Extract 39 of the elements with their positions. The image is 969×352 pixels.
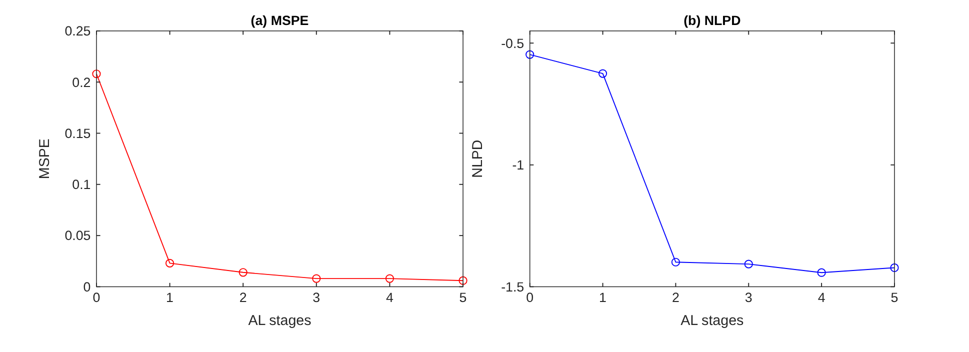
- point: [817, 268, 826, 277]
- x-tick-label: 5: [459, 290, 467, 305]
- point: [238, 268, 248, 277]
- y-tick-label: 0.2: [72, 74, 91, 90]
- chart-title: (b) NLPD: [684, 13, 742, 28]
- x-tick-label: 1: [599, 290, 606, 305]
- y-axis-title: NLPD: [470, 140, 486, 178]
- x-tick-label: 0: [526, 290, 534, 305]
- point: [165, 258, 174, 268]
- x-tick-label: 3: [312, 290, 320, 305]
- point: [385, 274, 394, 283]
- point: [744, 260, 753, 268]
- point: [92, 70, 101, 78]
- y-tick-label: 0.05: [64, 228, 91, 244]
- x-tick-label: 5: [890, 290, 898, 305]
- y-axis-title: MSPE: [36, 138, 53, 180]
- y-tick-label: -1.5: [501, 279, 524, 294]
- point: [526, 50, 534, 59]
- x-tick-label: 4: [386, 290, 394, 305]
- y-tick-label: 0.1: [72, 177, 91, 192]
- y-tick-label: 0: [83, 279, 91, 294]
- x-tick-label: 2: [239, 290, 247, 305]
- y-tick-label: -0.5: [501, 36, 524, 51]
- y-tick-label: 0.15: [64, 126, 91, 141]
- point: [312, 274, 321, 283]
- point: [890, 263, 899, 272]
- point: [598, 69, 608, 78]
- x-tick-label: 1: [166, 290, 174, 305]
- point: [671, 258, 680, 266]
- chart-title: (a) MSPE: [250, 13, 309, 28]
- y-tick-label: -1: [512, 158, 524, 173]
- x-tick-label: 0: [92, 290, 100, 305]
- x-tick-label: 4: [818, 290, 826, 305]
- x-tick-label: 3: [744, 290, 752, 305]
- x-axis-title: AL stages: [248, 312, 312, 329]
- point: [458, 276, 468, 285]
- y-tick-label: 0.25: [64, 24, 91, 39]
- x-axis-title: AL stages: [680, 312, 744, 329]
- x-tick-label: 2: [672, 290, 680, 305]
